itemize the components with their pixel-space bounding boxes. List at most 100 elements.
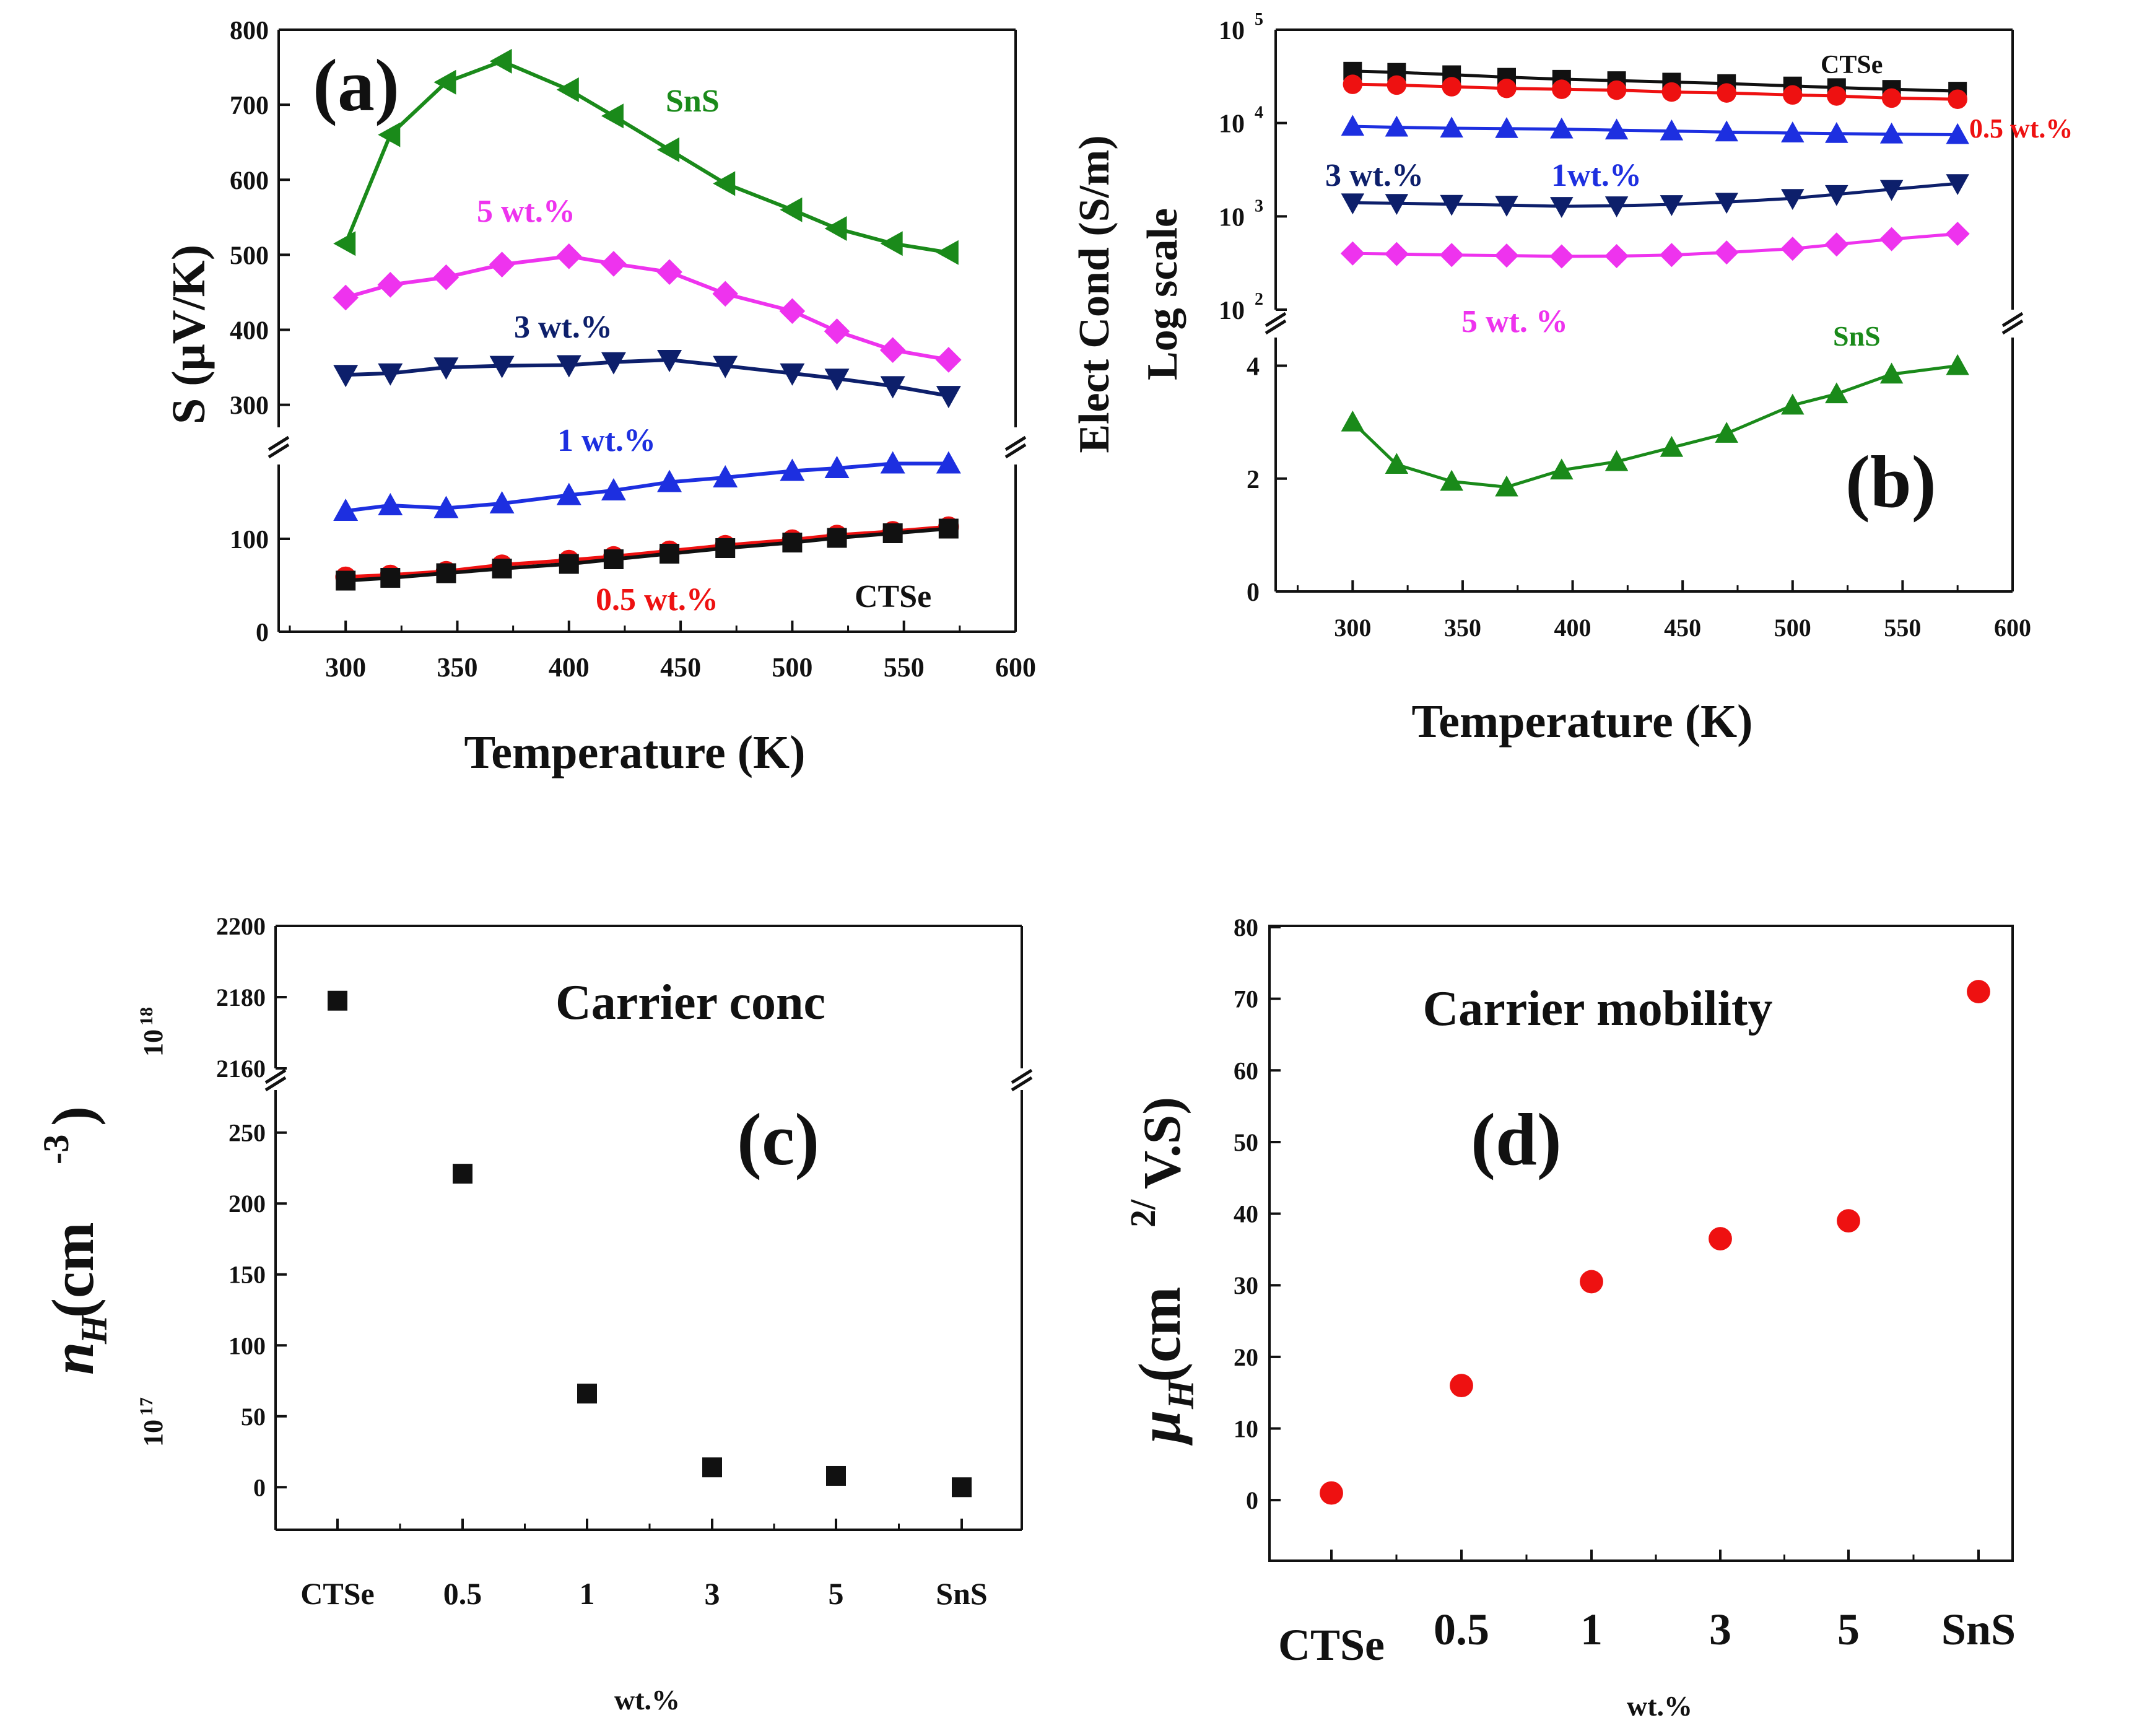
chart-title: Carrier conc [555, 975, 825, 1030]
series-line-1-wt- [345, 461, 949, 513]
y-tick-label: 2180 [216, 984, 266, 1011]
x-tick-label: 0.5 [1434, 1605, 1489, 1654]
y-tick-label: 70 [1234, 985, 1258, 1013]
data-point [657, 469, 682, 492]
x-tick-label: 400 [549, 652, 590, 683]
data-point [433, 264, 459, 290]
x-axis-title: Temperature (K) [464, 726, 806, 779]
data-point [660, 544, 680, 564]
data-point [1494, 243, 1519, 268]
data-point [380, 568, 401, 588]
exponent-power: 17 [136, 1397, 157, 1416]
data-point [936, 386, 961, 409]
data-point [1320, 1481, 1343, 1505]
panel-label: (c) [737, 1098, 819, 1180]
data-point [1717, 83, 1736, 103]
data-point [1837, 1209, 1860, 1233]
y-tick-label: 0 [1246, 1486, 1258, 1514]
series-label: 0.5 wt.% [596, 582, 718, 617]
x-tick-label: 1 [1580, 1605, 1603, 1654]
x-tick-label: 350 [1444, 614, 1481, 642]
data-point [880, 231, 903, 256]
data-point [1946, 354, 1969, 375]
data-point [1580, 1270, 1603, 1294]
data-point [1495, 196, 1518, 217]
data-point [1442, 77, 1461, 97]
data-point [1341, 115, 1365, 136]
axis-break-right-2 [1004, 443, 1027, 459]
data-point [1881, 88, 1902, 108]
series-line-sns [1351, 364, 1958, 489]
data-point [601, 352, 626, 375]
data-point [1825, 382, 1848, 404]
y-tick-label: 10 [1219, 110, 1245, 139]
data-point [1495, 117, 1518, 138]
exponent-power: 18 [136, 1007, 157, 1026]
series-line-3-wt- [1352, 181, 1958, 208]
data-point [1825, 122, 1848, 143]
data-point [1879, 180, 1904, 201]
data-point [1709, 1227, 1732, 1250]
series-label: 5 wt.% [477, 194, 575, 229]
x-tick-label: 450 [1664, 614, 1701, 642]
data-point [556, 482, 581, 505]
panel-a-seebeck-plot: 300 350 400 450 500 550 600 300 400 500 600 700 800 0… [163, 17, 1036, 779]
data-point [1825, 185, 1848, 206]
x-tick-label: 5 [1837, 1605, 1860, 1654]
data-point [657, 137, 680, 162]
y-tick-exponent: 5 [1255, 10, 1263, 29]
x-tick-label: 3 [705, 1576, 720, 1611]
panel-label: (a) [313, 44, 399, 126]
data-point [433, 357, 459, 380]
y-tick-label: 10 [1219, 297, 1245, 325]
data-point [657, 349, 682, 372]
axis-break-left-2 [264, 1076, 287, 1092]
data-point [952, 1477, 972, 1498]
data-point [1783, 85, 1803, 105]
data-point [378, 363, 403, 386]
axis-break-right-1 [2001, 312, 2024, 328]
series-label: 1 wt.% [557, 423, 656, 458]
series-line-5-wt- [345, 254, 949, 362]
data-point [1781, 189, 1805, 210]
data-point [489, 355, 515, 378]
data-point [601, 478, 626, 500]
y-tick-label: 0 [1247, 578, 1260, 607]
y-tick-label: 30 [1234, 1271, 1258, 1299]
exponent-base: 10 [138, 1420, 168, 1447]
data-point [938, 518, 959, 539]
axis-break-right-1 [1004, 435, 1027, 451]
data-point [336, 570, 356, 591]
data-point [601, 103, 624, 129]
data-point [378, 493, 403, 515]
y-title-sub: H [1160, 1379, 1201, 1410]
y-tick-label: 700 [230, 92, 269, 120]
y-axis-title: μH(cm 2/V.S) [1123, 1097, 1201, 1446]
y-tick-label: 50 [1234, 1128, 1258, 1156]
data-point [378, 122, 401, 147]
y-tick-label: 4 [1247, 353, 1260, 382]
data-point [936, 347, 962, 373]
axis-break-right-1 [1011, 1068, 1033, 1084]
series-label: CTSe [1821, 51, 1883, 79]
data-point [824, 216, 847, 241]
axis-break-right-2 [2001, 319, 2024, 335]
data-point [824, 318, 850, 344]
y-tick-label: 10 [1234, 1415, 1258, 1443]
data-point [879, 337, 906, 364]
data-point [559, 554, 579, 574]
data-point [824, 456, 850, 478]
x-tick-label: SnS [936, 1576, 987, 1611]
data-point [333, 284, 359, 311]
data-point [333, 365, 359, 388]
data-point [882, 523, 903, 543]
data-point [603, 549, 624, 569]
data-point [1604, 450, 1629, 471]
y-tick-label: 500 [230, 242, 269, 270]
data-point [1550, 197, 1574, 218]
data-point [1879, 122, 1904, 144]
exponent-base: 10 [138, 1029, 168, 1057]
series-label: 5 wt. % [1461, 304, 1568, 339]
y-axis-title: S (μV/K) [163, 245, 215, 424]
